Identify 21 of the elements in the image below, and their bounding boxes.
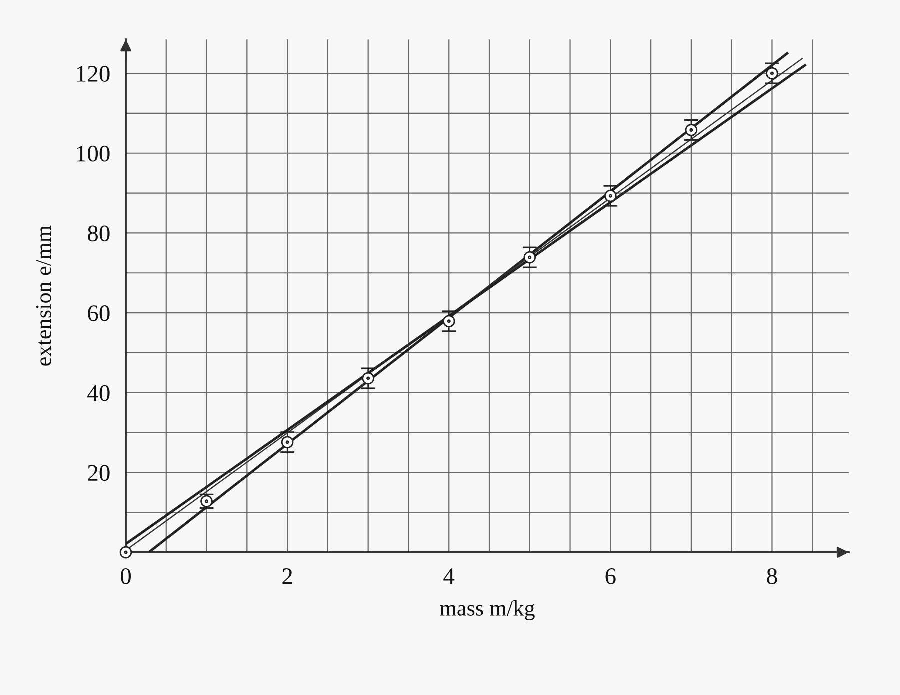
x-tick-label: 8: [767, 568, 778, 584]
y-tick-label: 120: [77, 66, 110, 82]
point: [766, 67, 778, 80]
x-tick-label: 6: [606, 568, 616, 584]
x-tick-label: 4: [444, 568, 455, 584]
x-tick-label: 0: [120, 568, 132, 584]
point: [524, 251, 536, 264]
point: [120, 546, 132, 559]
point: [281, 436, 294, 449]
y-tick-label: 60: [88, 306, 110, 322]
point: [362, 372, 374, 385]
point: [604, 190, 617, 202]
y-tick-label: 100: [77, 146, 110, 162]
x-axis-title: mass m/kg: [440, 600, 535, 621]
y-tick-label: 80: [88, 226, 110, 242]
y-tick-label: 40: [88, 385, 110, 402]
point: [442, 315, 456, 328]
y-axis-title: extension e/mm: [36, 226, 52, 366]
point: [685, 124, 698, 136]
y-tick-label: 20: [88, 465, 110, 482]
x-tick-label: 2: [282, 568, 292, 584]
